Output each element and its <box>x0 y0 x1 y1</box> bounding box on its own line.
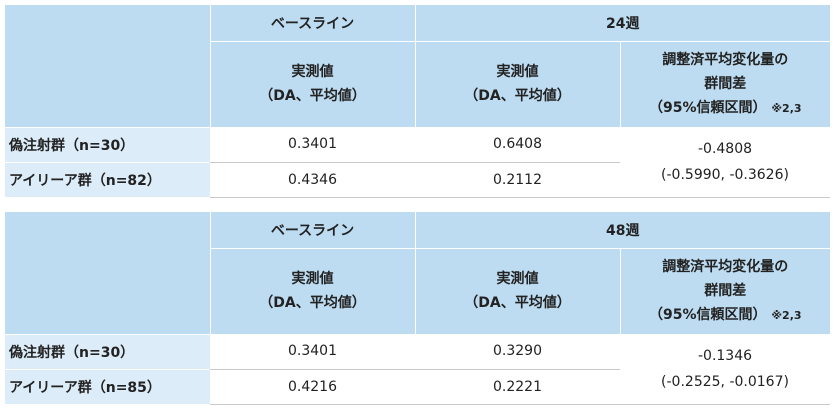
subheader-measured-baseline: 実測値 （DA、平均値） <box>209 248 415 334</box>
measured-unit: （DA、平均値） <box>464 295 571 312</box>
diff-label-line1: 調整済平均変化量の <box>662 51 789 68</box>
diff-footnote: ※2,3 <box>771 308 802 322</box>
table-row: アイリーア群（n=82） 0.4346 0.2112 <box>5 162 830 198</box>
week-value: 0.6408 <box>415 127 620 163</box>
row-group-label: 偽注射群（n=30） <box>5 334 210 370</box>
difference-value: -0.4808 <box>697 140 753 157</box>
row-group-label: アイリーア群（n=82） <box>5 162 210 197</box>
measured-label: 実測値 <box>291 64 334 81</box>
week-value: 0.3290 <box>415 334 620 370</box>
difference-cell: -0.4808 (-0.5990, -0.3626) <box>620 127 831 198</box>
subheader-measured-baseline: 実測値 （DA、平均値） <box>209 41 415 127</box>
corner-cell <box>5 212 210 335</box>
diff-label-line2: 群間差 <box>704 75 747 92</box>
measured-label: 実測値 <box>496 271 539 288</box>
measured-unit: （DA、平均値） <box>464 88 571 105</box>
diff-label-line3: （95%信頼区間） ※2,3 <box>621 96 831 121</box>
subheader-difference: 調整済平均変化量の 群間差 （95%信頼区間） ※2,3 <box>619 41 831 127</box>
row-group-label: 偽注射群（n=30） <box>5 127 210 163</box>
diff-footnote: ※2,3 <box>771 101 802 115</box>
header-period: 24週 <box>414 5 831 42</box>
header-baseline: ベースライン <box>209 5 415 42</box>
results-table-48w: ベースライン 48週 実測値 （DA、平均値） 実測値 （DA、平均値） 調整済… <box>5 212 831 405</box>
row-group-label: アイリーア群（n=85） <box>5 369 210 404</box>
subheader-measured-week: 実測値 （DA、平均値） <box>414 248 620 334</box>
week-value: 0.2112 <box>415 162 620 198</box>
baseline-value: 0.4346 <box>210 162 415 198</box>
subheader-measured-week: 実測値 （DA、平均値） <box>414 41 620 127</box>
table-row: 偽注射群（n=30） 0.3401 0.3290 -0.1346 (-0.252… <box>5 334 831 405</box>
difference-ci: (-0.5990, -0.3626) <box>661 166 789 183</box>
results-table-24w: ベースライン 24週 実測値 （DA、平均値） 実測値 （DA、平均値） 調整済… <box>5 5 831 198</box>
measured-unit: （DA、平均値） <box>259 88 366 105</box>
diff-label-line1: 調整済平均変化量の <box>662 258 789 275</box>
measured-label: 実測値 <box>496 64 539 81</box>
header-baseline: ベースライン <box>209 212 415 249</box>
header-period: 48週 <box>414 212 831 249</box>
difference-cell: -0.1346 (-0.2525, -0.0167) <box>620 334 831 405</box>
baseline-value: 0.3401 <box>210 127 415 163</box>
subheader-difference: 調整済平均変化量の 群間差 （95%信頼区間） ※2,3 <box>619 248 831 334</box>
difference-value: -0.1346 <box>697 347 753 364</box>
table-row: アイリーア群（n=85） 0.4216 0.2221 <box>5 369 830 405</box>
diff-label-line2: 群間差 <box>704 282 747 299</box>
measured-label: 実測値 <box>291 271 334 288</box>
diff-ci-label: （95%信頼区間） <box>648 306 767 323</box>
table-row: 偽注射群（n=30） 0.3401 0.6408 -0.4808 (-0.599… <box>5 127 831 198</box>
diff-ci-label: （95%信頼区間） <box>648 99 767 116</box>
difference-ci: (-0.2525, -0.0167) <box>661 373 789 390</box>
baseline-value: 0.4216 <box>210 369 415 405</box>
week-value: 0.2221 <box>415 369 620 405</box>
baseline-value: 0.3401 <box>210 334 415 370</box>
corner-cell <box>5 5 210 128</box>
diff-label-line3: （95%信頼区間） ※2,3 <box>621 303 831 328</box>
measured-unit: （DA、平均値） <box>259 295 366 312</box>
